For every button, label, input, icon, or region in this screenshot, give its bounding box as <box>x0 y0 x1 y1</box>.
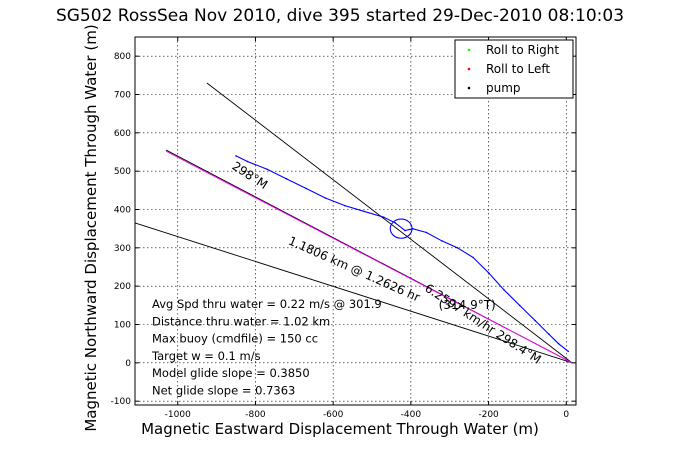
track-point <box>394 222 397 224</box>
track-point <box>404 229 406 232</box>
legend-box <box>454 39 574 99</box>
track-point <box>557 342 560 345</box>
x-tick-label: -400 <box>401 410 422 420</box>
x-axis-label: Magnetic Eastward Displacement Through W… <box>141 420 539 438</box>
y-tick-label: 200 <box>114 282 131 292</box>
annotation-line: Distance thru water = 1.02 km <box>152 314 330 328</box>
x-tick-label: -200 <box>478 410 499 420</box>
track-point <box>235 155 237 157</box>
legend-marker <box>467 67 471 71</box>
series-layer <box>235 155 570 353</box>
track-point <box>518 304 521 307</box>
axes: -1000 -800 -600 -400 -200 0-10001002003004005… <box>111 36 577 420</box>
y-tick-label: 500 <box>114 167 131 177</box>
track-point <box>487 271 490 274</box>
x-tick-label: -600 <box>323 410 344 420</box>
y-tick-label: 800 <box>114 52 131 62</box>
x-tick-label: 0 <box>563 410 569 420</box>
legend: Roll to Right Roll to Left pump <box>454 39 574 99</box>
track-point <box>548 333 550 335</box>
annotation-line: Target w = 0.1 m/s <box>151 349 261 363</box>
y-axis-label: Magnetic Northward Displacement Through … <box>82 24 100 431</box>
track-point <box>246 160 249 163</box>
y-tick-label: -100 <box>111 397 132 407</box>
legend-marker <box>467 48 471 52</box>
annotation-line: Net glide slope = 0.7363 <box>152 384 295 398</box>
track-point <box>456 247 459 249</box>
line-label: (314.9°T) <box>439 298 496 312</box>
reference-line <box>206 82 573 364</box>
annotation-block: Avg Spd thru water = 0.22 m/s @ 301.9 Dis… <box>151 297 382 398</box>
track-point <box>503 289 505 291</box>
reference-lines <box>134 82 573 364</box>
track-point <box>472 256 474 259</box>
track-point <box>324 197 327 199</box>
y-tick-label: 300 <box>114 244 131 254</box>
track-point <box>285 178 288 180</box>
y-tick-label: 100 <box>114 321 131 331</box>
legend-label: Roll to Left <box>486 62 550 76</box>
track-point <box>425 231 428 234</box>
reference-line <box>165 150 573 364</box>
grid-layer <box>135 37 576 405</box>
track-loop <box>389 218 413 239</box>
annotation-line: Max buoy (cmdfile) = 150 cc <box>152 332 318 346</box>
x-tick-label: -1000 <box>165 410 191 420</box>
track-point <box>266 168 268 171</box>
chart-title: SG502 RossSea Nov 2010, dive 395 started… <box>56 6 624 26</box>
track-point <box>534 319 537 322</box>
annotation-line: Model glide slope = 0.3850 <box>152 366 310 380</box>
track-point <box>567 350 570 353</box>
y-tick-label: 600 <box>114 129 131 139</box>
track-point <box>305 187 307 190</box>
y-tick-label: 400 <box>114 206 131 216</box>
x-tick-label: -800 <box>245 410 266 420</box>
track-point <box>441 240 443 242</box>
track-point <box>344 204 346 207</box>
reference-line <box>134 222 573 364</box>
legend-label: pump <box>486 81 521 95</box>
legend-marker <box>467 86 471 90</box>
y-tick-label: 0 <box>125 359 131 369</box>
legend-label: Roll to Right <box>486 43 559 57</box>
y-tick-label: 700 <box>114 91 131 101</box>
annotation-line: Avg Spd thru water = 0.22 m/s @ 301.9 <box>152 297 382 311</box>
plot-frame <box>134 36 577 406</box>
track-point <box>363 210 366 213</box>
track-point <box>382 216 385 218</box>
